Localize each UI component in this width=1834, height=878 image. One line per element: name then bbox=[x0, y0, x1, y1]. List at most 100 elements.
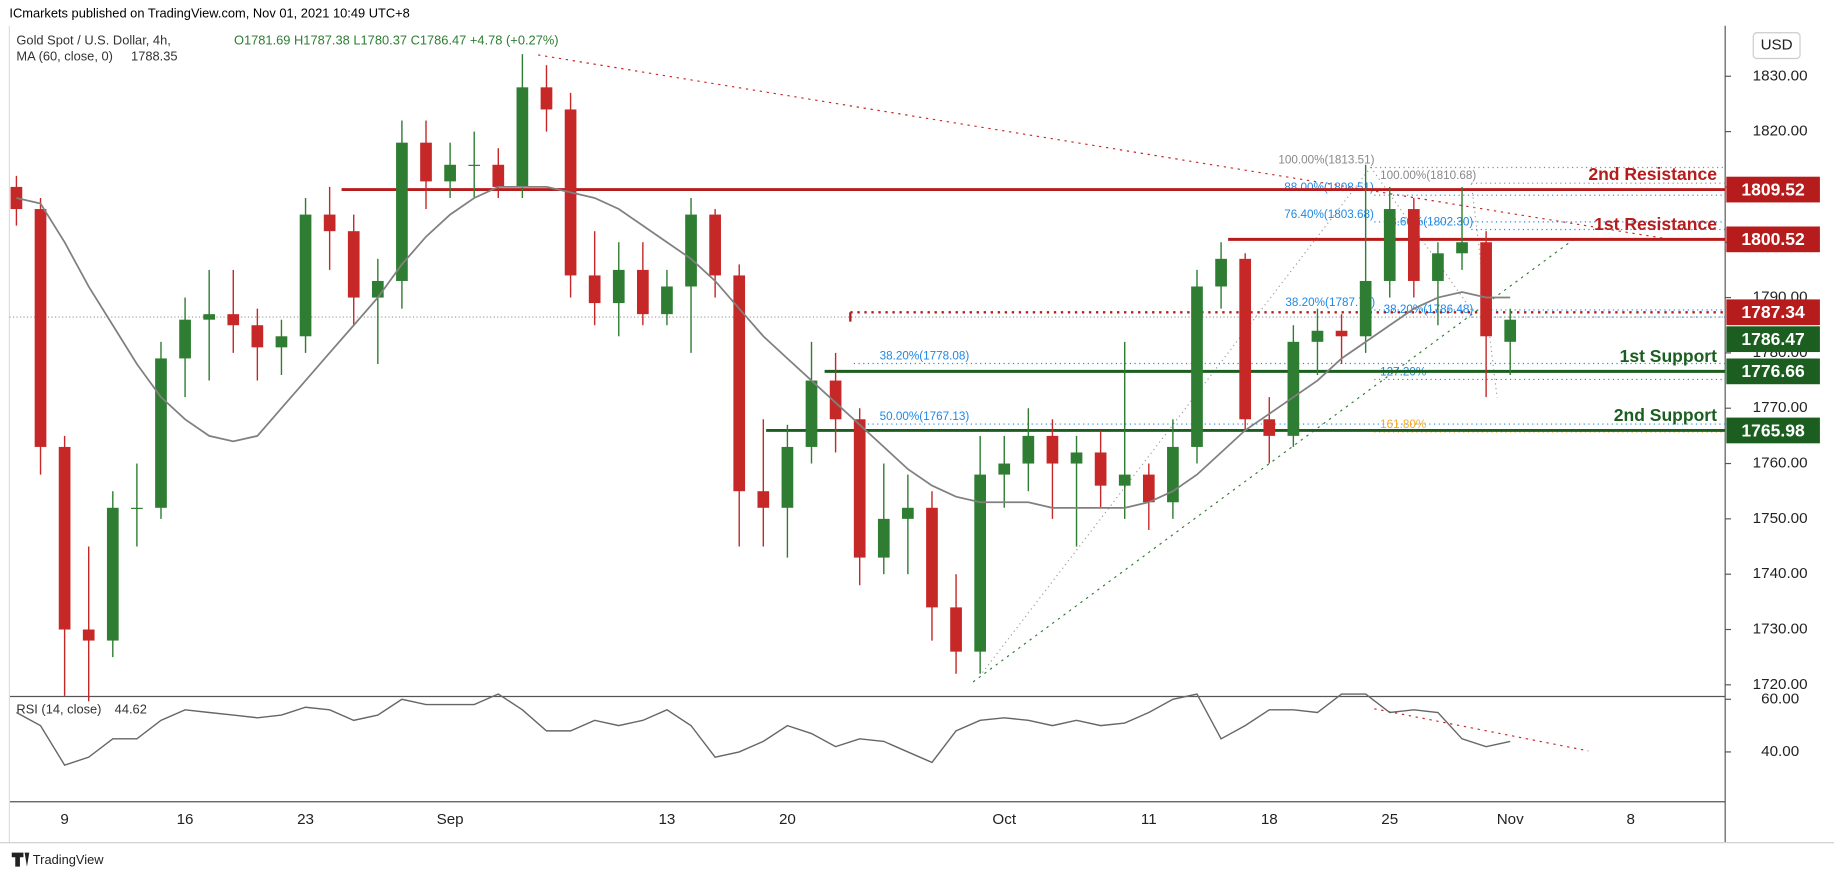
x-tick-label: 18 bbox=[1261, 811, 1278, 828]
candle-body bbox=[926, 507, 938, 608]
candle-body bbox=[974, 474, 987, 652]
candle-body bbox=[251, 325, 264, 348]
candle-body bbox=[1359, 280, 1372, 337]
x-tick-label: 13 bbox=[658, 811, 675, 828]
candle-body bbox=[1046, 435, 1059, 464]
price-tag-label: 1765.98 bbox=[1741, 420, 1805, 440]
x-tick-label: 8 bbox=[1626, 811, 1634, 828]
trend-line bbox=[537, 54, 1673, 241]
ma-value: 1788.35 bbox=[131, 49, 177, 64]
fib-label: 100.00%(1810.68) bbox=[1380, 169, 1476, 182]
fib-label: 50.00%(1767.13) bbox=[880, 410, 970, 423]
price-tag bbox=[1726, 326, 1820, 353]
fib-label: 100.00%(1813.51) bbox=[1278, 154, 1374, 167]
x-tick-label: 9 bbox=[60, 811, 68, 828]
candle-body bbox=[1504, 319, 1517, 342]
ohlc: O1781.69 H1787.38 L1780.37 C1786.47 +4.7… bbox=[234, 32, 559, 47]
candle-body bbox=[829, 380, 842, 420]
candle-body bbox=[131, 507, 143, 509]
candle-body bbox=[420, 142, 432, 182]
price-tag bbox=[1726, 176, 1820, 203]
logo bbox=[11, 852, 30, 867]
x-tick-label: 16 bbox=[177, 811, 194, 828]
fib-label: 38.20%(1778.08) bbox=[880, 350, 970, 363]
y-tick-label: 1750.00 bbox=[1753, 510, 1808, 527]
x-tick-label: Sep bbox=[437, 811, 464, 828]
level-label: 2nd Support bbox=[1614, 405, 1717, 425]
level-label: 1st Resistance bbox=[1594, 214, 1717, 234]
candle-body bbox=[781, 446, 794, 508]
y-tick-label: 60.00 bbox=[1761, 690, 1799, 707]
y-tick-label: 1740.00 bbox=[1753, 565, 1808, 582]
currency[interactable]: USD bbox=[1761, 37, 1793, 54]
price-tag-label: 1786.47 bbox=[1741, 329, 1804, 349]
candle-body bbox=[709, 214, 721, 276]
level-label: 1st Support bbox=[1620, 346, 1718, 366]
candle-body bbox=[1456, 242, 1468, 254]
candle-body bbox=[58, 446, 71, 630]
candle-body bbox=[371, 280, 384, 298]
publisher: ICmarkets published on TradingView.com, … bbox=[9, 5, 409, 20]
rsi-line bbox=[16, 693, 1511, 766]
rsi-value: 44.62 bbox=[115, 701, 147, 716]
symbol: Gold Spot / U.S. Dollar, 4h, bbox=[16, 32, 170, 47]
candle-body bbox=[685, 214, 697, 287]
fib-label: 161.80% bbox=[1380, 418, 1426, 431]
price-tag bbox=[1726, 226, 1820, 253]
currency-button[interactable] bbox=[1752, 32, 1801, 60]
y-tick-label: 1820.00 bbox=[1753, 123, 1808, 140]
candle-body bbox=[877, 518, 890, 558]
candle-body bbox=[1070, 452, 1083, 464]
candle-body bbox=[757, 491, 770, 508]
candle-body bbox=[1094, 452, 1107, 486]
rsi-trend-line bbox=[1374, 708, 1589, 752]
y-tick-label: 1720.00 bbox=[1753, 676, 1808, 693]
candle-body bbox=[34, 209, 47, 447]
fib-label: 38.20%(1787.77) bbox=[1285, 296, 1375, 309]
candle-body bbox=[1432, 253, 1444, 281]
candle-body bbox=[853, 419, 866, 558]
price-tag-label: 1809.52 bbox=[1741, 179, 1805, 199]
candle-body bbox=[1311, 330, 1324, 342]
price-tag bbox=[1726, 417, 1820, 444]
price-tag-label: 1787.34 bbox=[1741, 302, 1805, 322]
candle-body bbox=[396, 142, 408, 281]
candle-body bbox=[612, 269, 625, 304]
x-tick-label: Nov bbox=[1497, 811, 1524, 828]
candle-body bbox=[323, 214, 336, 232]
price-tag bbox=[1726, 358, 1820, 385]
candle-body bbox=[1215, 258, 1227, 287]
fib-label: 78.60%(1802.30) bbox=[1384, 216, 1474, 229]
y-tick-label: 40.00 bbox=[1761, 743, 1799, 760]
candle-body bbox=[1480, 242, 1492, 337]
x-tick-label: 25 bbox=[1381, 811, 1398, 828]
x-tick-label: Oct bbox=[992, 811, 1016, 828]
candle-body bbox=[1263, 419, 1276, 436]
candle-body bbox=[1022, 435, 1035, 464]
rsi-title: RSI (14, close) bbox=[16, 701, 101, 716]
candle-body bbox=[155, 358, 167, 508]
candle-body bbox=[588, 275, 601, 304]
candle-body bbox=[492, 164, 505, 187]
candle-body bbox=[637, 269, 649, 315]
candle-body bbox=[902, 507, 914, 519]
candle-body bbox=[468, 164, 481, 166]
fib-label: 76.40%(1803.68) bbox=[1284, 208, 1374, 221]
moving-average bbox=[16, 186, 1511, 509]
candle-body bbox=[227, 314, 240, 326]
candle-body bbox=[1335, 330, 1348, 337]
x-tick-label: 11 bbox=[1141, 811, 1157, 828]
level-label: 2nd Resistance bbox=[1588, 164, 1717, 184]
footer: TradingView bbox=[33, 852, 104, 867]
candle-body bbox=[805, 380, 818, 447]
candle-body bbox=[1167, 446, 1179, 503]
x-tick-label: 23 bbox=[297, 811, 314, 828]
price-tag bbox=[1726, 299, 1820, 326]
y-tick-label: 1730.00 bbox=[1753, 621, 1808, 638]
candle-body bbox=[299, 214, 312, 337]
candle-body bbox=[661, 286, 673, 315]
candle-body bbox=[82, 629, 95, 641]
